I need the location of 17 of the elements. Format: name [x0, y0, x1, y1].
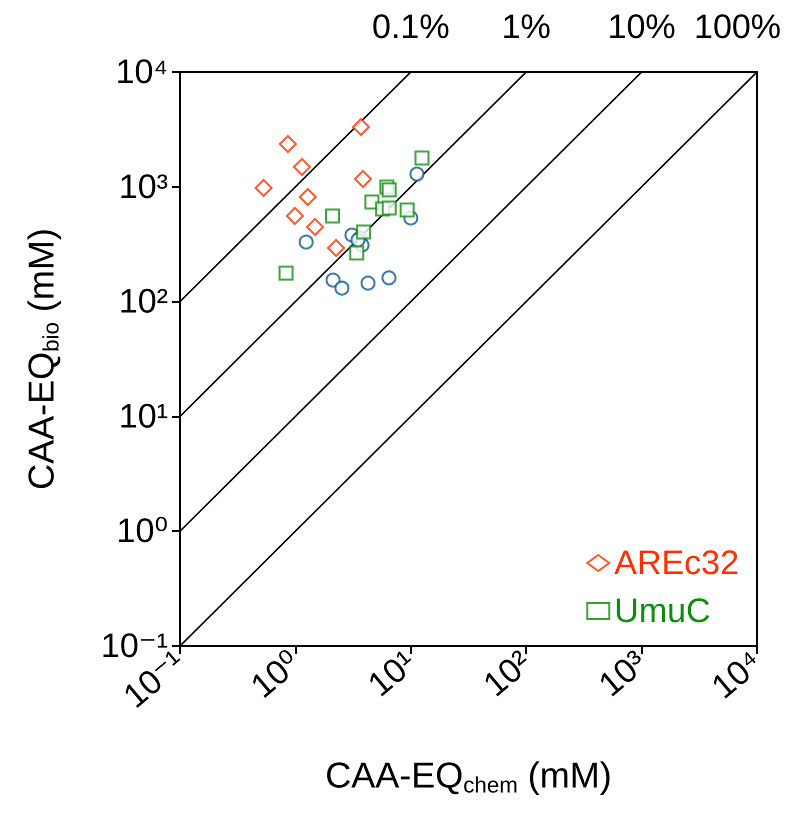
- x-tick-label: 10⁴: [704, 643, 770, 706]
- legend-label: UmuC: [614, 592, 711, 630]
- x-tick-label: 10⁰: [244, 643, 308, 706]
- x-tick-label: 10³: [592, 643, 654, 704]
- series-label: 0.1%: [372, 8, 450, 46]
- y-tick-label: 10³: [118, 168, 168, 206]
- series-label: 100%: [694, 8, 781, 46]
- y-tick-label: 10¹: [118, 397, 168, 436]
- y-tick-label: 10⁴: [116, 53, 168, 91]
- series-label: 10%: [608, 8, 676, 46]
- y-tick-label: 10²: [118, 282, 168, 321]
- x-tick-label: 10¹: [360, 643, 424, 704]
- legend-label: AREc32: [614, 544, 740, 582]
- y-axis-title: CAA-EQbio (mM): [20, 228, 64, 490]
- x-tick-label: 10²: [476, 643, 538, 704]
- series-label: 1%: [502, 8, 551, 46]
- y-tick-label: 10⁰: [116, 512, 168, 550]
